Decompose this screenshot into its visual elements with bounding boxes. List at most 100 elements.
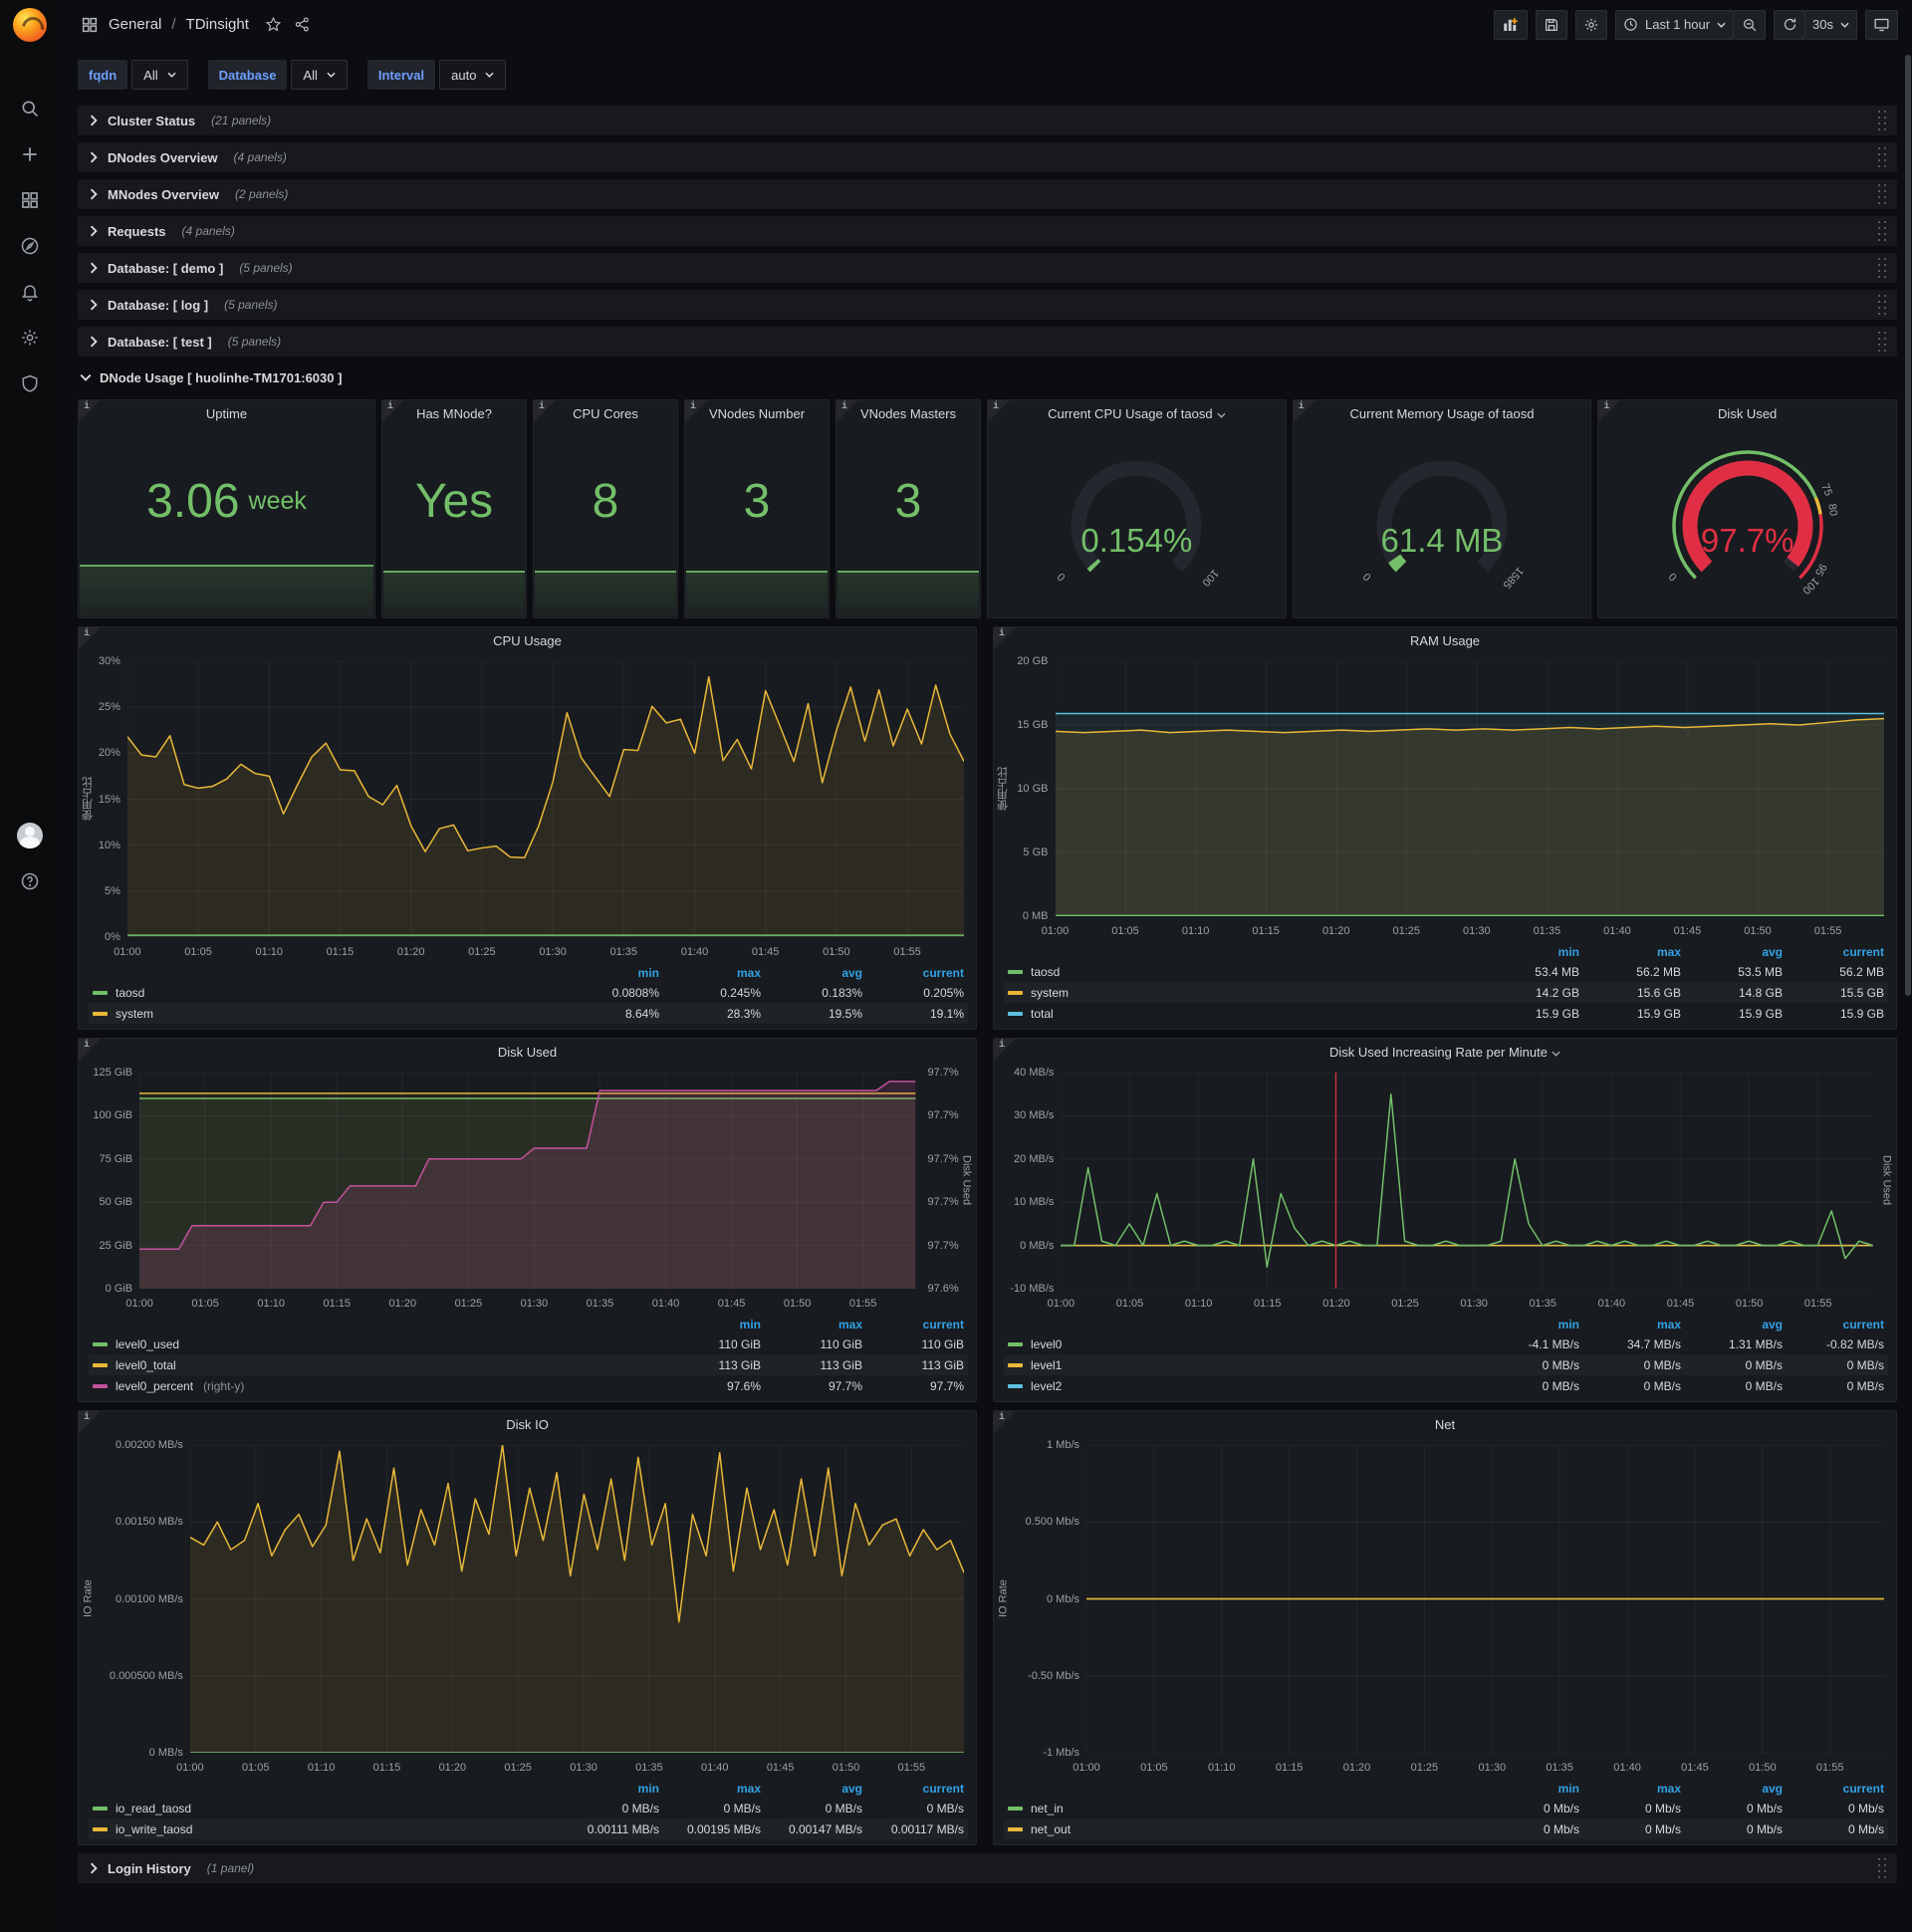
legend-sort-min[interactable]: min [637, 1781, 659, 1796]
panel-current-cpu-usage-gauge[interactable]: i Current CPU Usage of taosd 0.154% 0 100 [987, 399, 1287, 618]
row-drag-handle[interactable] [1878, 257, 1887, 279]
legend-series-name[interactable]: level2 [1008, 1379, 1478, 1393]
panel-uptime[interactable]: i Uptime 3.06 week [78, 399, 375, 618]
legend-series-name[interactable]: level0_total [93, 1358, 659, 1372]
row-dnode-usage-expanded[interactable]: DNode Usage [ huolinhe-TM1701:6030 ] [80, 363, 1897, 391]
legend-series-name[interactable]: total [1008, 1007, 1478, 1021]
row-cluster-status[interactable]: Cluster Status (21 panels) [78, 106, 1897, 135]
panel-title[interactable]: CPU Cores [573, 406, 638, 421]
variable-interval-value[interactable]: auto [439, 60, 507, 90]
configuration-gear-icon[interactable] [19, 327, 41, 349]
row-drag-handle[interactable] [1878, 220, 1887, 242]
legend-series-name[interactable]: io_write_taosd [93, 1822, 558, 1836]
chart-plot[interactable]: Disk Used 125 GiB 100 GiB 75 GiB 50 GiB 25 Gi… [79, 1067, 976, 1315]
panel-title[interactable]: Disk Used [497, 1045, 558, 1060]
row-database-demo[interactable]: Database: [ demo ] (5 panels) [78, 253, 1897, 283]
explore-compass-icon[interactable] [19, 235, 41, 257]
panel-title[interactable]: CPU Usage [493, 633, 562, 648]
panel-vnodes-masters[interactable]: i VNodes Masters 3 [836, 399, 981, 618]
star-icon[interactable] [265, 16, 282, 33]
time-range-picker[interactable]: Last 1 hour [1614, 9, 1735, 40]
variable-database-value[interactable]: All [291, 60, 348, 90]
legend-series-name[interactable]: taosd [93, 986, 558, 1000]
panel-title[interactable]: Has MNode? [416, 406, 492, 421]
dashboard-settings-button[interactable] [1574, 9, 1607, 40]
legend-series-name[interactable]: net_in [1008, 1802, 1478, 1815]
panel-ram-usage-chart[interactable]: i RAM Usage 使用占比 20 GB 15 GB 10 GB 5 GB 0 MB 0… [993, 626, 1897, 1030]
chart-plot[interactable]: IO Rate 0.00200 MB/s 0.00150 MB/s 0.00100 M… [79, 1439, 976, 1779]
row-dnodes-overview[interactable]: DNodes Overview (4 panels) [78, 142, 1897, 172]
variable-interval-label[interactable]: Interval [366, 60, 436, 90]
legend-sort-max[interactable]: max [736, 1781, 761, 1796]
legend-sort-max[interactable]: max [1656, 1317, 1681, 1331]
legend-sort-current[interactable]: current [1842, 1781, 1884, 1796]
panel-current-memory-usage-gauge[interactable]: i Current Memory Usage of taosd 61.4 MB 0… [1292, 399, 1592, 618]
row-login-history[interactable]: Login History (1 panel) [78, 1853, 1897, 1883]
chart-plot[interactable]: 使用占比 20 GB 15 GB 10 GB 5 GB 0 MB 01:00 01:05 01:… [994, 655, 1896, 942]
panel-disk-io-chart[interactable]: i Disk IO IO Rate 0.00200 MB/s 0.00150 MB/… [78, 1410, 977, 1845]
save-dashboard-button[interactable] [1535, 9, 1567, 40]
legend-series-name[interactable]: taosd [1008, 965, 1478, 979]
legend-sort-avg[interactable]: avg [1762, 1781, 1783, 1796]
row-drag-handle[interactable] [1878, 110, 1887, 131]
panel-disk-used-gauge[interactable]: i Disk Used 97.7% 0 75 80 95 100 [1597, 399, 1898, 618]
legend-sort-max[interactable]: max [1656, 1781, 1681, 1796]
legend-sort-min[interactable]: min [637, 965, 659, 980]
legend-sort-min[interactable]: min [1557, 1317, 1579, 1331]
panel-title[interactable]: RAM Usage [1409, 633, 1481, 648]
row-drag-handle[interactable] [1878, 331, 1887, 353]
help-icon[interactable] [19, 870, 41, 892]
panel-title[interactable]: Net [1434, 1417, 1456, 1432]
plot-area[interactable] [189, 1445, 964, 1753]
legend-sort-max[interactable]: max [1656, 944, 1681, 959]
dashboards-icon[interactable] [19, 189, 41, 211]
chart-plot[interactable]: IO Rate 1 Mb/s 0.500 Mb/s 0 Mb/s -0.50 Mb/s -… [994, 1439, 1896, 1779]
plot-area[interactable] [139, 1073, 916, 1289]
plot-area[interactable] [1086, 1445, 1884, 1753]
legend-series-name[interactable]: level0_percent (right-y) [93, 1379, 659, 1393]
legend-sort-current[interactable]: current [922, 1781, 964, 1796]
legend-sort-avg[interactable]: avg [1762, 1317, 1783, 1331]
row-database-test[interactable]: Database: [ test ] (5 panels) [78, 327, 1897, 357]
user-avatar[interactable] [16, 823, 43, 848]
panel-title[interactable]: Current Memory Usage of taosd [1349, 406, 1535, 421]
panel-title[interactable]: VNodes Masters [859, 406, 957, 421]
legend-series-name[interactable]: level1 [1008, 1358, 1478, 1372]
legend-series-name[interactable]: net_out [1008, 1822, 1478, 1836]
legend-sort-current[interactable]: current [1842, 944, 1884, 959]
variable-fqdn-value[interactable]: All [131, 60, 188, 90]
row-database-log[interactable]: Database: [ log ] (5 panels) [78, 290, 1897, 320]
panel-has-mnode[interactable]: i Has MNode? Yes [381, 399, 527, 618]
panel-vnodes-number[interactable]: i VNodes Number 3 [684, 399, 830, 618]
legend-sort-max[interactable]: max [736, 965, 761, 980]
legend-sort-min[interactable]: min [739, 1317, 761, 1331]
search-icon[interactable] [19, 98, 41, 120]
legend-sort-avg[interactable]: avg [841, 1781, 862, 1796]
row-drag-handle[interactable] [1878, 1857, 1887, 1879]
legend-sort-min[interactable]: min [1557, 944, 1579, 959]
panel-title[interactable]: Disk Used Increasing Rate per Minute [994, 1039, 1896, 1067]
refresh-interval-picker[interactable]: 30s [1805, 9, 1857, 40]
legend-sort-avg[interactable]: avg [841, 965, 862, 980]
add-panel-button[interactable] [1493, 9, 1528, 40]
panel-net-chart[interactable]: i Net IO Rate 1 Mb/s 0.500 Mb/s 0 Mb/s -0.50… [993, 1410, 1897, 1845]
row-drag-handle[interactable] [1878, 183, 1887, 205]
legend-series-name[interactable]: level0 [1008, 1337, 1478, 1351]
share-icon[interactable] [294, 16, 311, 33]
legend-sort-current[interactable]: current [922, 965, 964, 980]
legend-sort-current[interactable]: current [1842, 1317, 1884, 1331]
row-drag-handle[interactable] [1878, 146, 1887, 168]
breadcrumb-folder[interactable]: General [109, 16, 162, 33]
legend-sort-avg[interactable]: avg [1762, 944, 1783, 959]
row-mnodes-overview[interactable]: MNodes Overview (2 panels) [78, 179, 1897, 209]
zoom-out-button[interactable] [1734, 9, 1767, 40]
row-drag-handle[interactable] [1878, 294, 1887, 316]
server-admin-shield-icon[interactable] [19, 372, 41, 394]
legend-sort-max[interactable]: max [837, 1317, 862, 1331]
plot-area[interactable] [126, 661, 964, 937]
legend-series-name[interactable]: level0_used [93, 1337, 659, 1351]
panel-title[interactable]: VNodes Number [708, 406, 806, 421]
chart-plot[interactable]: 使用占比 30% 25% 20% 15% 10% 5% 0% 01:00 01:05 01:10 01… [79, 655, 976, 963]
row-requests[interactable]: Requests (4 panels) [78, 216, 1897, 246]
legend-series-name[interactable]: io_read_taosd [93, 1802, 558, 1815]
